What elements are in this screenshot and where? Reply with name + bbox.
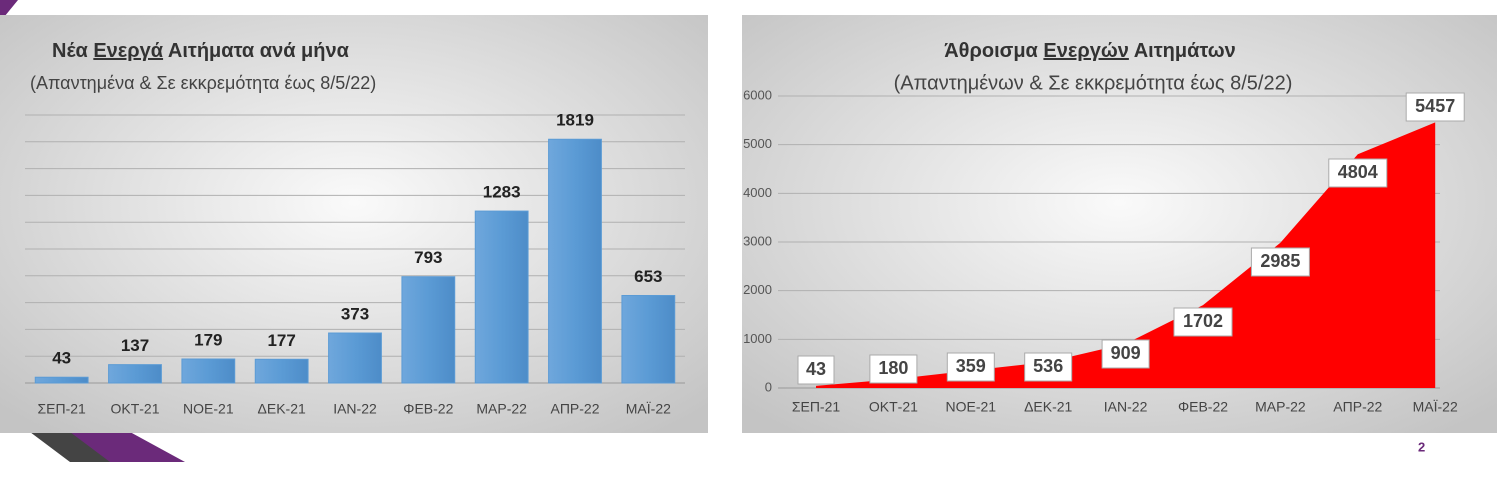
page-number: 2 [1418,439,1425,454]
x-tick-label: ΣΕΠ-21 [37,401,86,417]
data-label: 653 [634,267,662,286]
data-label: 179 [194,330,222,349]
bar [254,358,309,384]
bar [34,376,89,384]
y-tick-label: 3000 [743,233,772,248]
data-label-box [1328,158,1388,188]
data-label-box [1024,352,1073,382]
area [816,122,1436,389]
data-label: 5457 [1415,96,1455,116]
x-tick-label: ΜΑΡ-22 [476,401,527,417]
bar [474,210,529,384]
data-label-box [869,354,918,384]
bar [181,358,236,384]
chart-subtitle: (Απαντημένων & Σε εκκρεμότητα έως 8/5/22… [894,72,1293,94]
data-label: 909 [1111,343,1141,363]
y-tick-label: 6000 [743,87,772,102]
x-tick-label: ΜΑΡ-22 [1255,399,1306,415]
x-tick-label: ΑΠΡ-22 [1333,399,1382,415]
data-label: 43 [806,359,826,379]
y-tick-label: 4000 [743,185,772,200]
x-tick-label: ΣΕΠ-21 [792,399,841,415]
x-tick-label: ΝΟΕ-21 [946,399,997,415]
x-tick-label: ΝΟΕ-21 [183,401,234,417]
x-tick-label: ΑΠΡ-22 [550,401,599,417]
bar [548,138,602,384]
x-tick-label: ΟΚΤ-21 [869,399,918,415]
x-tick-label: ΦΕΒ-22 [1178,399,1228,415]
chart-subtitle: (Απαντημένα & Σε εκκρεμότητα έως 8/5/22) [30,73,376,93]
data-label: 1283 [483,183,521,202]
x-tick-label: ΔΕΚ-21 [258,401,306,417]
x-tick-label: ΟΚΤ-21 [110,401,159,417]
x-tick-label: ΜΑΪ-22 [1413,399,1458,415]
data-label: 1702 [1183,311,1223,331]
data-label-box [797,355,835,385]
bar [621,294,676,384]
bar [328,332,382,384]
chart-title: Άθροισμα Ενεργών Αιτημάτων [944,40,1236,62]
y-tick-label: 1000 [743,331,772,346]
data-label: 137 [121,336,149,355]
data-label: 43 [52,349,71,368]
x-tick-label: ΦΕΒ-22 [403,401,453,417]
bar [108,364,162,384]
data-label-box [1101,339,1150,369]
x-tick-label: ΔΕΚ-21 [1024,399,1072,415]
data-label: 180 [878,358,908,378]
data-label: 373 [341,305,369,324]
data-label-box [1173,307,1233,337]
decor [30,432,110,462]
data-label: 1819 [556,111,594,130]
y-tick-label: 2000 [743,282,772,297]
y-tick-label: 5000 [743,136,772,151]
x-tick-label: ΜΑΪ-22 [626,401,671,417]
x-tick-label: ΙΑΝ-22 [333,401,377,417]
bar [401,276,456,384]
y-tick-label: 0 [765,379,772,394]
data-label: 4804 [1338,162,1378,182]
x-tick-label: ΙΑΝ-22 [1104,399,1148,415]
data-label-box [1405,92,1465,122]
data-label: 2985 [1260,251,1300,271]
data-label: 177 [267,331,295,350]
data-label: 793 [414,248,442,267]
data-label-box [1250,247,1310,277]
data-label: 359 [956,356,986,376]
data-label: 536 [1033,356,1063,376]
data-label-box [946,352,995,382]
chart-title: Νέα Ενεργά Αιτήματα ανά μήνα [52,40,350,62]
